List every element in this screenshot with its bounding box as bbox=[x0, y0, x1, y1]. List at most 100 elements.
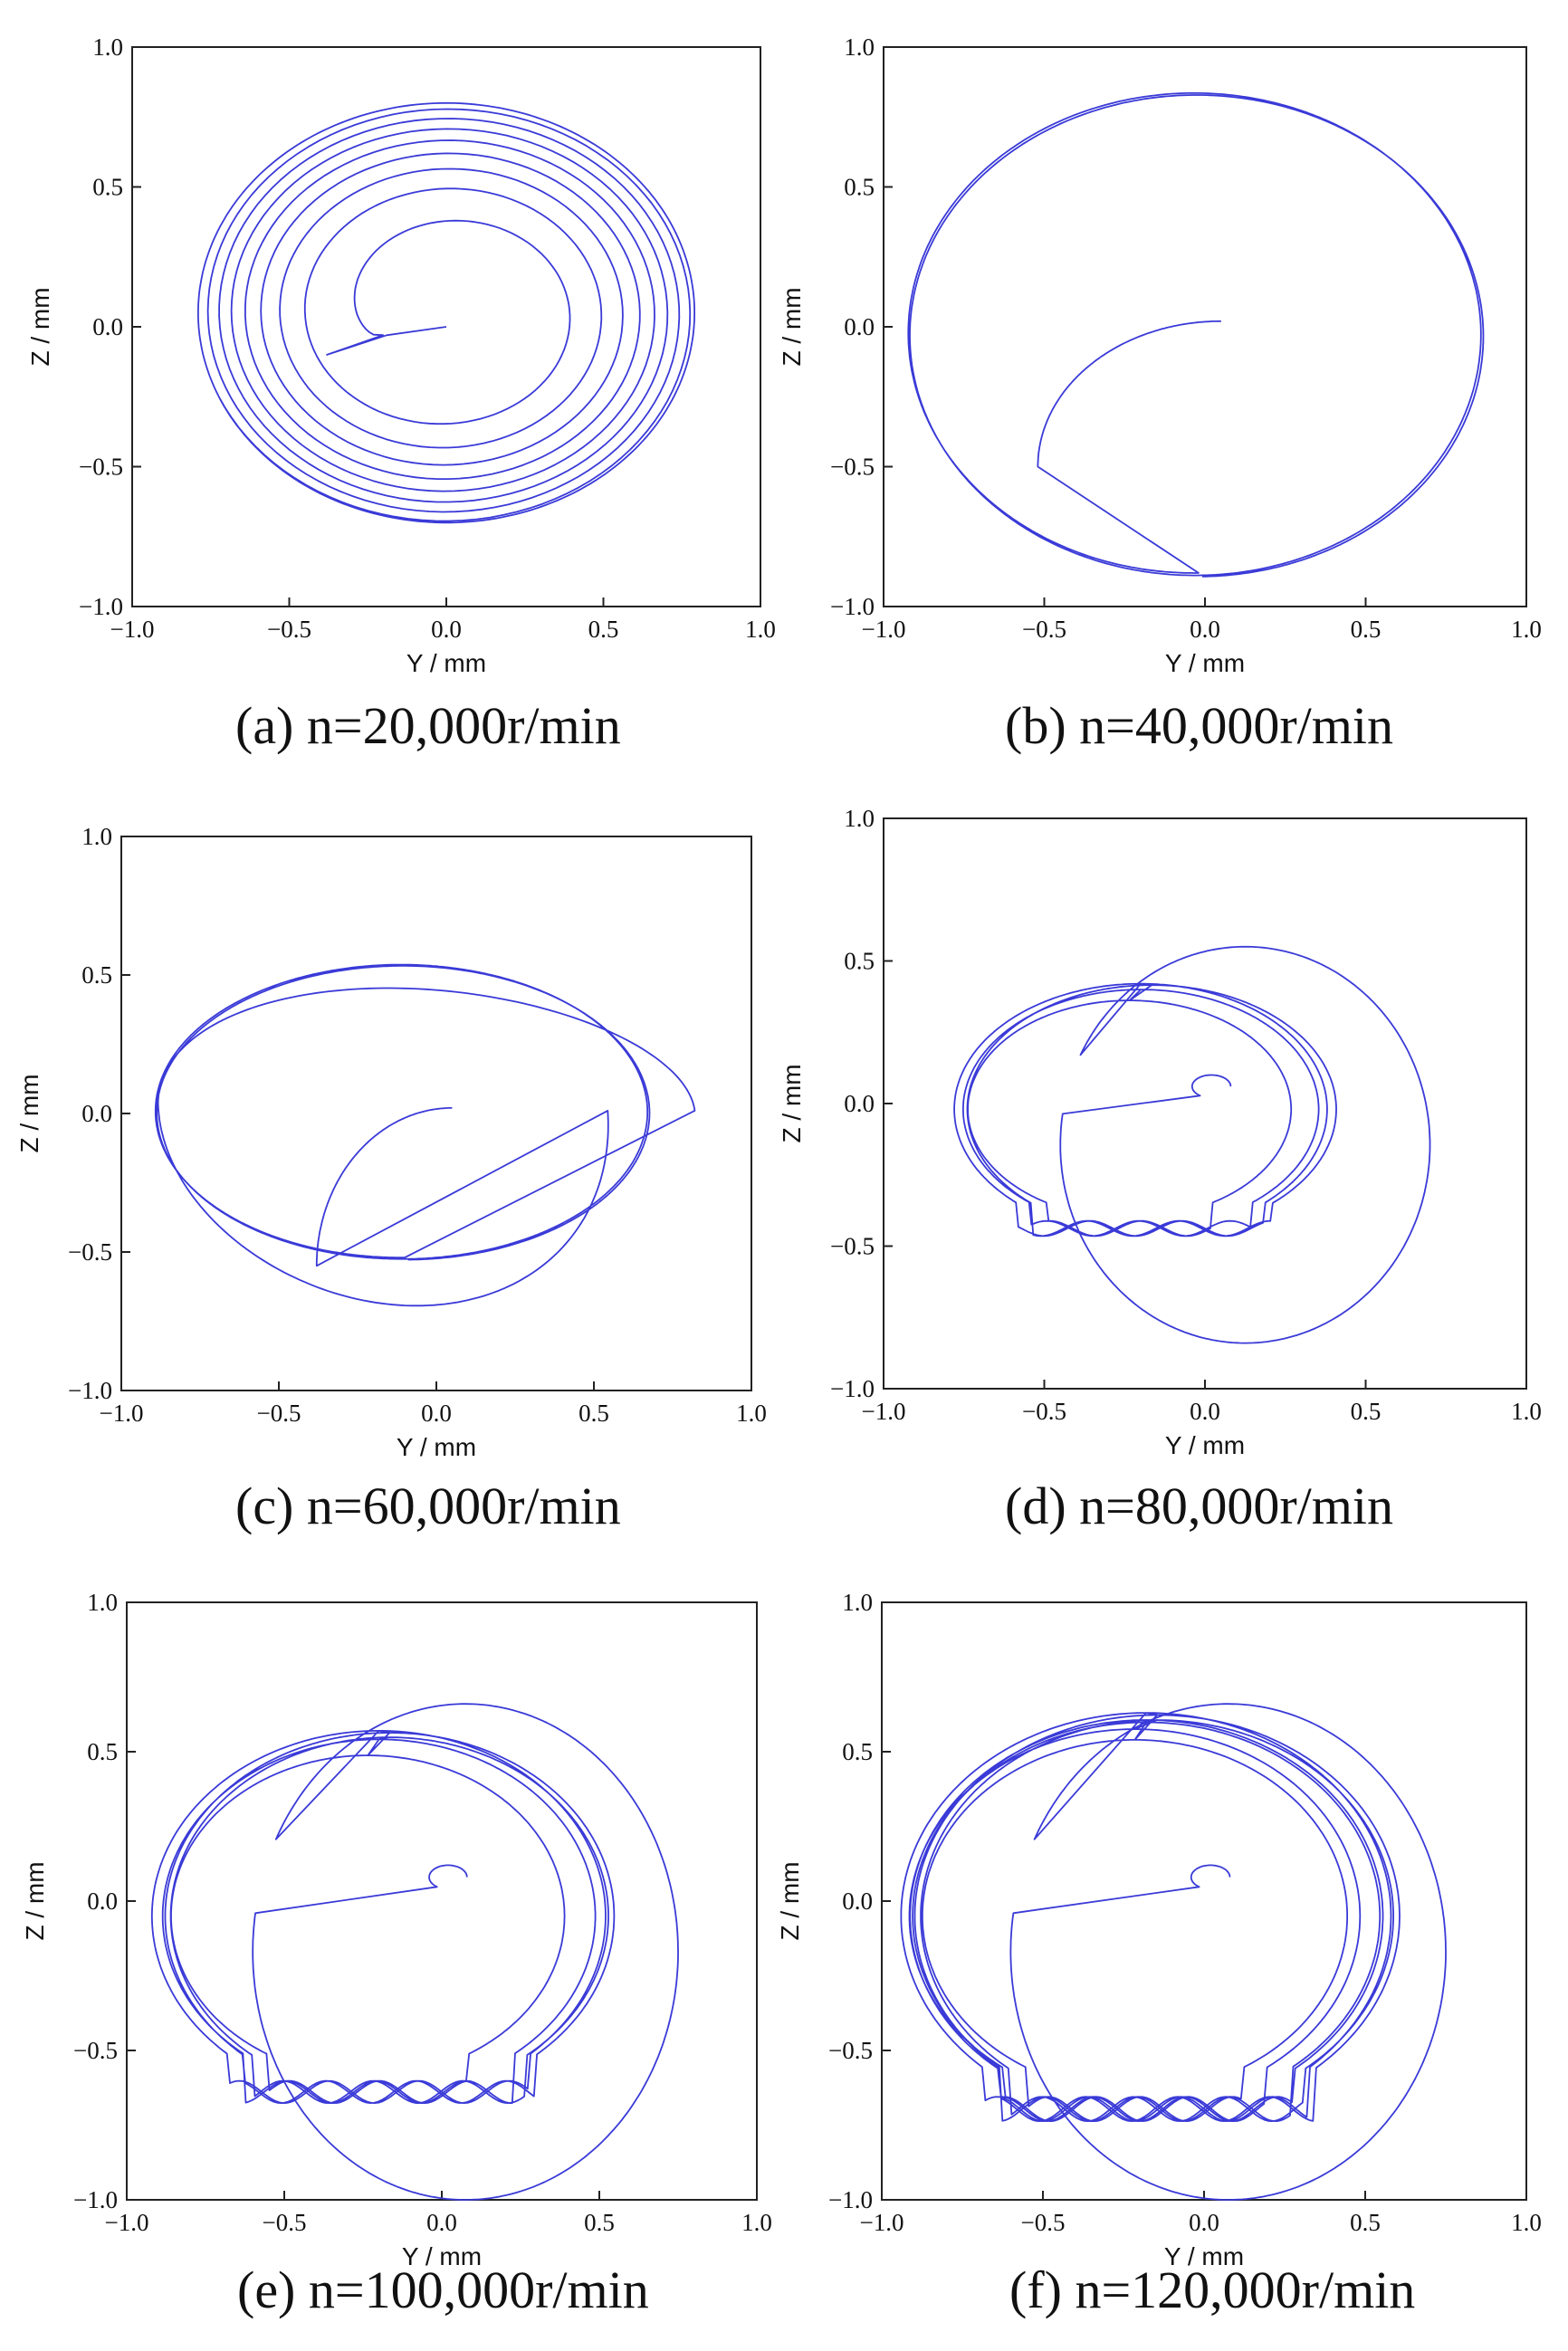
x-tick-label: 1.0 bbox=[1511, 2209, 1542, 2236]
y-tick-label: 0.5 bbox=[844, 174, 875, 201]
x-axis-label: Y / mm bbox=[402, 2242, 482, 2270]
y-tick-label: 0.0 bbox=[81, 1100, 112, 1127]
chart-svg-c: −1.0−1.0 −0.5 −0.5 0.0 0.0 0.5 0.5 1.0 1.0 Y / mm… bbox=[15, 823, 767, 1461]
x-tick-label: 1.0 bbox=[1511, 1398, 1542, 1425]
y-tick-label: 1.0 bbox=[842, 1589, 873, 1616]
x-tick-label: −0.5 bbox=[257, 1400, 301, 1427]
x-tick-label: 0.5 bbox=[578, 1400, 609, 1427]
x-tick-label: 0.0 bbox=[1190, 616, 1220, 643]
y-tick-label: 0.5 bbox=[87, 1738, 118, 1765]
y-tick-label: 0.0 bbox=[92, 313, 123, 340]
x-tick-label: 0.0 bbox=[426, 2209, 457, 2236]
chart-svg-f: −1.0−1.0 −0.5 −0.5 0.0 0.0 0.5 0.5 1.0 1.0 Y / mm… bbox=[776, 1589, 1542, 2270]
x-tick-label: 0.5 bbox=[1351, 616, 1382, 643]
x-tick-label: 0.5 bbox=[1350, 2209, 1381, 2236]
chart-panel-e: −1.0 −1.0 −0.5 −0.5 0.0 0.0 0.5 0.5 1.0 1.0 Y / mm… bbox=[0, 1568, 784, 2351]
orbit-line-c bbox=[154, 963, 696, 1307]
y-tick-label: 0.0 bbox=[842, 1887, 873, 1915]
y-tick-label: −1.0 bbox=[830, 593, 875, 620]
y-tick-label: 0.0 bbox=[87, 1887, 118, 1915]
y-tick-label: −1.0 bbox=[73, 2186, 118, 2213]
chart-panel-d: −1.0 −1.0 −0.5 −0.5 0.0 0.0 0.5 0.5 1.0 1.0 Y / mm… bbox=[778, 784, 1568, 1563]
x-axis-label: Y / mm bbox=[1165, 649, 1245, 677]
x-tick-label: −0.5 bbox=[1022, 616, 1066, 643]
plot-frame bbox=[883, 817, 1527, 1390]
x-axis-label: Y / mm bbox=[1165, 1431, 1245, 1459]
chart-panel-a: −1.0 −1.0 −0.5 −0.5 0.0 0.0 0.5 0.5 1.0 1.0 Y / mm… bbox=[0, 0, 784, 779]
caption-d: (d) n=80,000r/min bbox=[1005, 1477, 1393, 1535]
orbit-line-d bbox=[953, 945, 1431, 1344]
y-tick-label: −0.5 bbox=[830, 454, 875, 481]
y-tick-label: −1.0 bbox=[68, 1377, 112, 1404]
caption-a: (a) n=20,000r/min bbox=[235, 696, 621, 755]
y-tick-label: −1.0 bbox=[79, 593, 123, 620]
x-axis-label: Y / mm bbox=[1164, 2242, 1244, 2270]
y-tick-label: 1.0 bbox=[92, 33, 123, 61]
x-axis-label: Y / mm bbox=[397, 1433, 476, 1461]
caption-b: (b) n=40,000r/min bbox=[1005, 696, 1393, 755]
y-tick-label: 0.5 bbox=[81, 961, 112, 989]
x-tick-label: −1.0 bbox=[100, 1400, 144, 1427]
chart-svg-b: −1.0−1.0 −0.5 −0.5 0.0 0.0 0.5 0.5 1.0 1.0 Y / mm… bbox=[778, 33, 1542, 677]
x-tick-label: 0.0 bbox=[421, 1400, 452, 1427]
y-tick-label: 0.5 bbox=[842, 1738, 873, 1765]
x-axis-label: Y / mm bbox=[406, 649, 486, 677]
caption-f: (f) n=120,000r/min bbox=[1009, 2260, 1416, 2319]
plot-frame bbox=[883, 46, 1527, 607]
x-tick-label: −1.0 bbox=[862, 1398, 906, 1425]
y-tick-label: 1.0 bbox=[87, 1589, 118, 1616]
x-tick-label: −1.0 bbox=[860, 2209, 904, 2236]
y-tick-label: −0.5 bbox=[828, 2037, 873, 2064]
y-tick-label: 0.0 bbox=[844, 1090, 875, 1117]
y-tick-label: 0.0 bbox=[844, 313, 875, 340]
x-tick-label: −1.0 bbox=[105, 2209, 149, 2236]
orbit-line-b bbox=[907, 91, 1485, 578]
x-tick-label: 1.0 bbox=[736, 1400, 767, 1427]
y-tick-label: −0.5 bbox=[79, 454, 123, 481]
y-tick-label: 1.0 bbox=[81, 823, 112, 850]
x-tick-label: 0.5 bbox=[584, 2209, 615, 2236]
plot-frame bbox=[120, 836, 752, 1391]
chart-svg-e: −1.0−1.0 −0.5 −0.5 0.0 0.0 0.5 0.5 1.0 1.0 Y / mm… bbox=[21, 1589, 772, 2270]
caption-c: (c) n=60,000r/min bbox=[235, 1477, 621, 1535]
chart-svg-d: −1.0−1.0 −0.5 −0.5 0.0 0.0 0.5 0.5 1.0 1.0 Y / mm… bbox=[778, 805, 1542, 1459]
x-tick-label: −1.0 bbox=[862, 616, 906, 643]
y-tick-label: −0.5 bbox=[73, 2037, 118, 2064]
y-axis-label: Z / mm bbox=[778, 1064, 806, 1142]
y-axis-label: Z / mm bbox=[26, 287, 54, 366]
chart-panel-f: −1.0 −1.0 −0.5 −0.5 0.0 0.0 0.5 0.5 1.0 1.0 Y / mm… bbox=[776, 1568, 1568, 2351]
x-tick-label: −0.5 bbox=[263, 2209, 307, 2236]
y-tick-label: −1.0 bbox=[828, 2186, 873, 2213]
x-tick-label: 0.5 bbox=[1351, 1398, 1382, 1425]
y-axis-label: Z / mm bbox=[778, 287, 806, 366]
x-tick-label: 0.0 bbox=[1189, 2209, 1219, 2236]
y-tick-label: −0.5 bbox=[68, 1238, 112, 1266]
y-tick-label: 1.0 bbox=[844, 33, 875, 61]
caption-e: (e) n=100,000r/min bbox=[237, 2260, 649, 2319]
y-tick-label: 0.5 bbox=[92, 174, 123, 201]
x-tick-label: 0.0 bbox=[431, 616, 462, 643]
x-tick-label: 1.0 bbox=[1511, 616, 1542, 643]
orbit-line-e bbox=[150, 1703, 679, 2201]
x-tick-label: 0.0 bbox=[1190, 1398, 1220, 1425]
orbit-line-a bbox=[197, 101, 695, 524]
x-tick-label: 1.0 bbox=[745, 616, 776, 643]
chart-panel-c: −1.0 −1.0 −0.5 −0.5 0.0 0.0 0.5 0.5 1.0 1.0 Y / mm… bbox=[0, 784, 784, 1563]
orbit-line-f bbox=[900, 1703, 1447, 2201]
x-tick-label: −0.5 bbox=[1021, 2209, 1066, 2236]
y-tick-label: −0.5 bbox=[830, 1233, 875, 1260]
y-tick-label: 0.5 bbox=[844, 948, 875, 975]
y-axis-label: Z / mm bbox=[776, 1861, 804, 1940]
x-tick-label: 0.5 bbox=[588, 616, 619, 643]
y-tick-label: −1.0 bbox=[830, 1375, 875, 1402]
x-tick-label: 1.0 bbox=[741, 2209, 772, 2236]
chart-panel-b: −1.0 −1.0 −0.5 −0.5 0.0 0.0 0.5 0.5 1.0 1.0 Y / mm… bbox=[778, 0, 1568, 779]
plot-frame bbox=[126, 1601, 758, 2201]
chart-svg-a: −1.0−1.0 −0.5 −0.5 0.0 0.0 0.5 0.5 1.0 1.0 Y / mm… bbox=[26, 33, 776, 677]
x-tick-label: −0.5 bbox=[267, 616, 311, 643]
y-axis-label: Z / mm bbox=[15, 1074, 43, 1152]
x-tick-label: −0.5 bbox=[1022, 1398, 1066, 1425]
x-tick-label: −1.0 bbox=[110, 616, 155, 643]
y-tick-label: 1.0 bbox=[844, 805, 875, 832]
y-axis-label: Z / mm bbox=[21, 1861, 49, 1940]
